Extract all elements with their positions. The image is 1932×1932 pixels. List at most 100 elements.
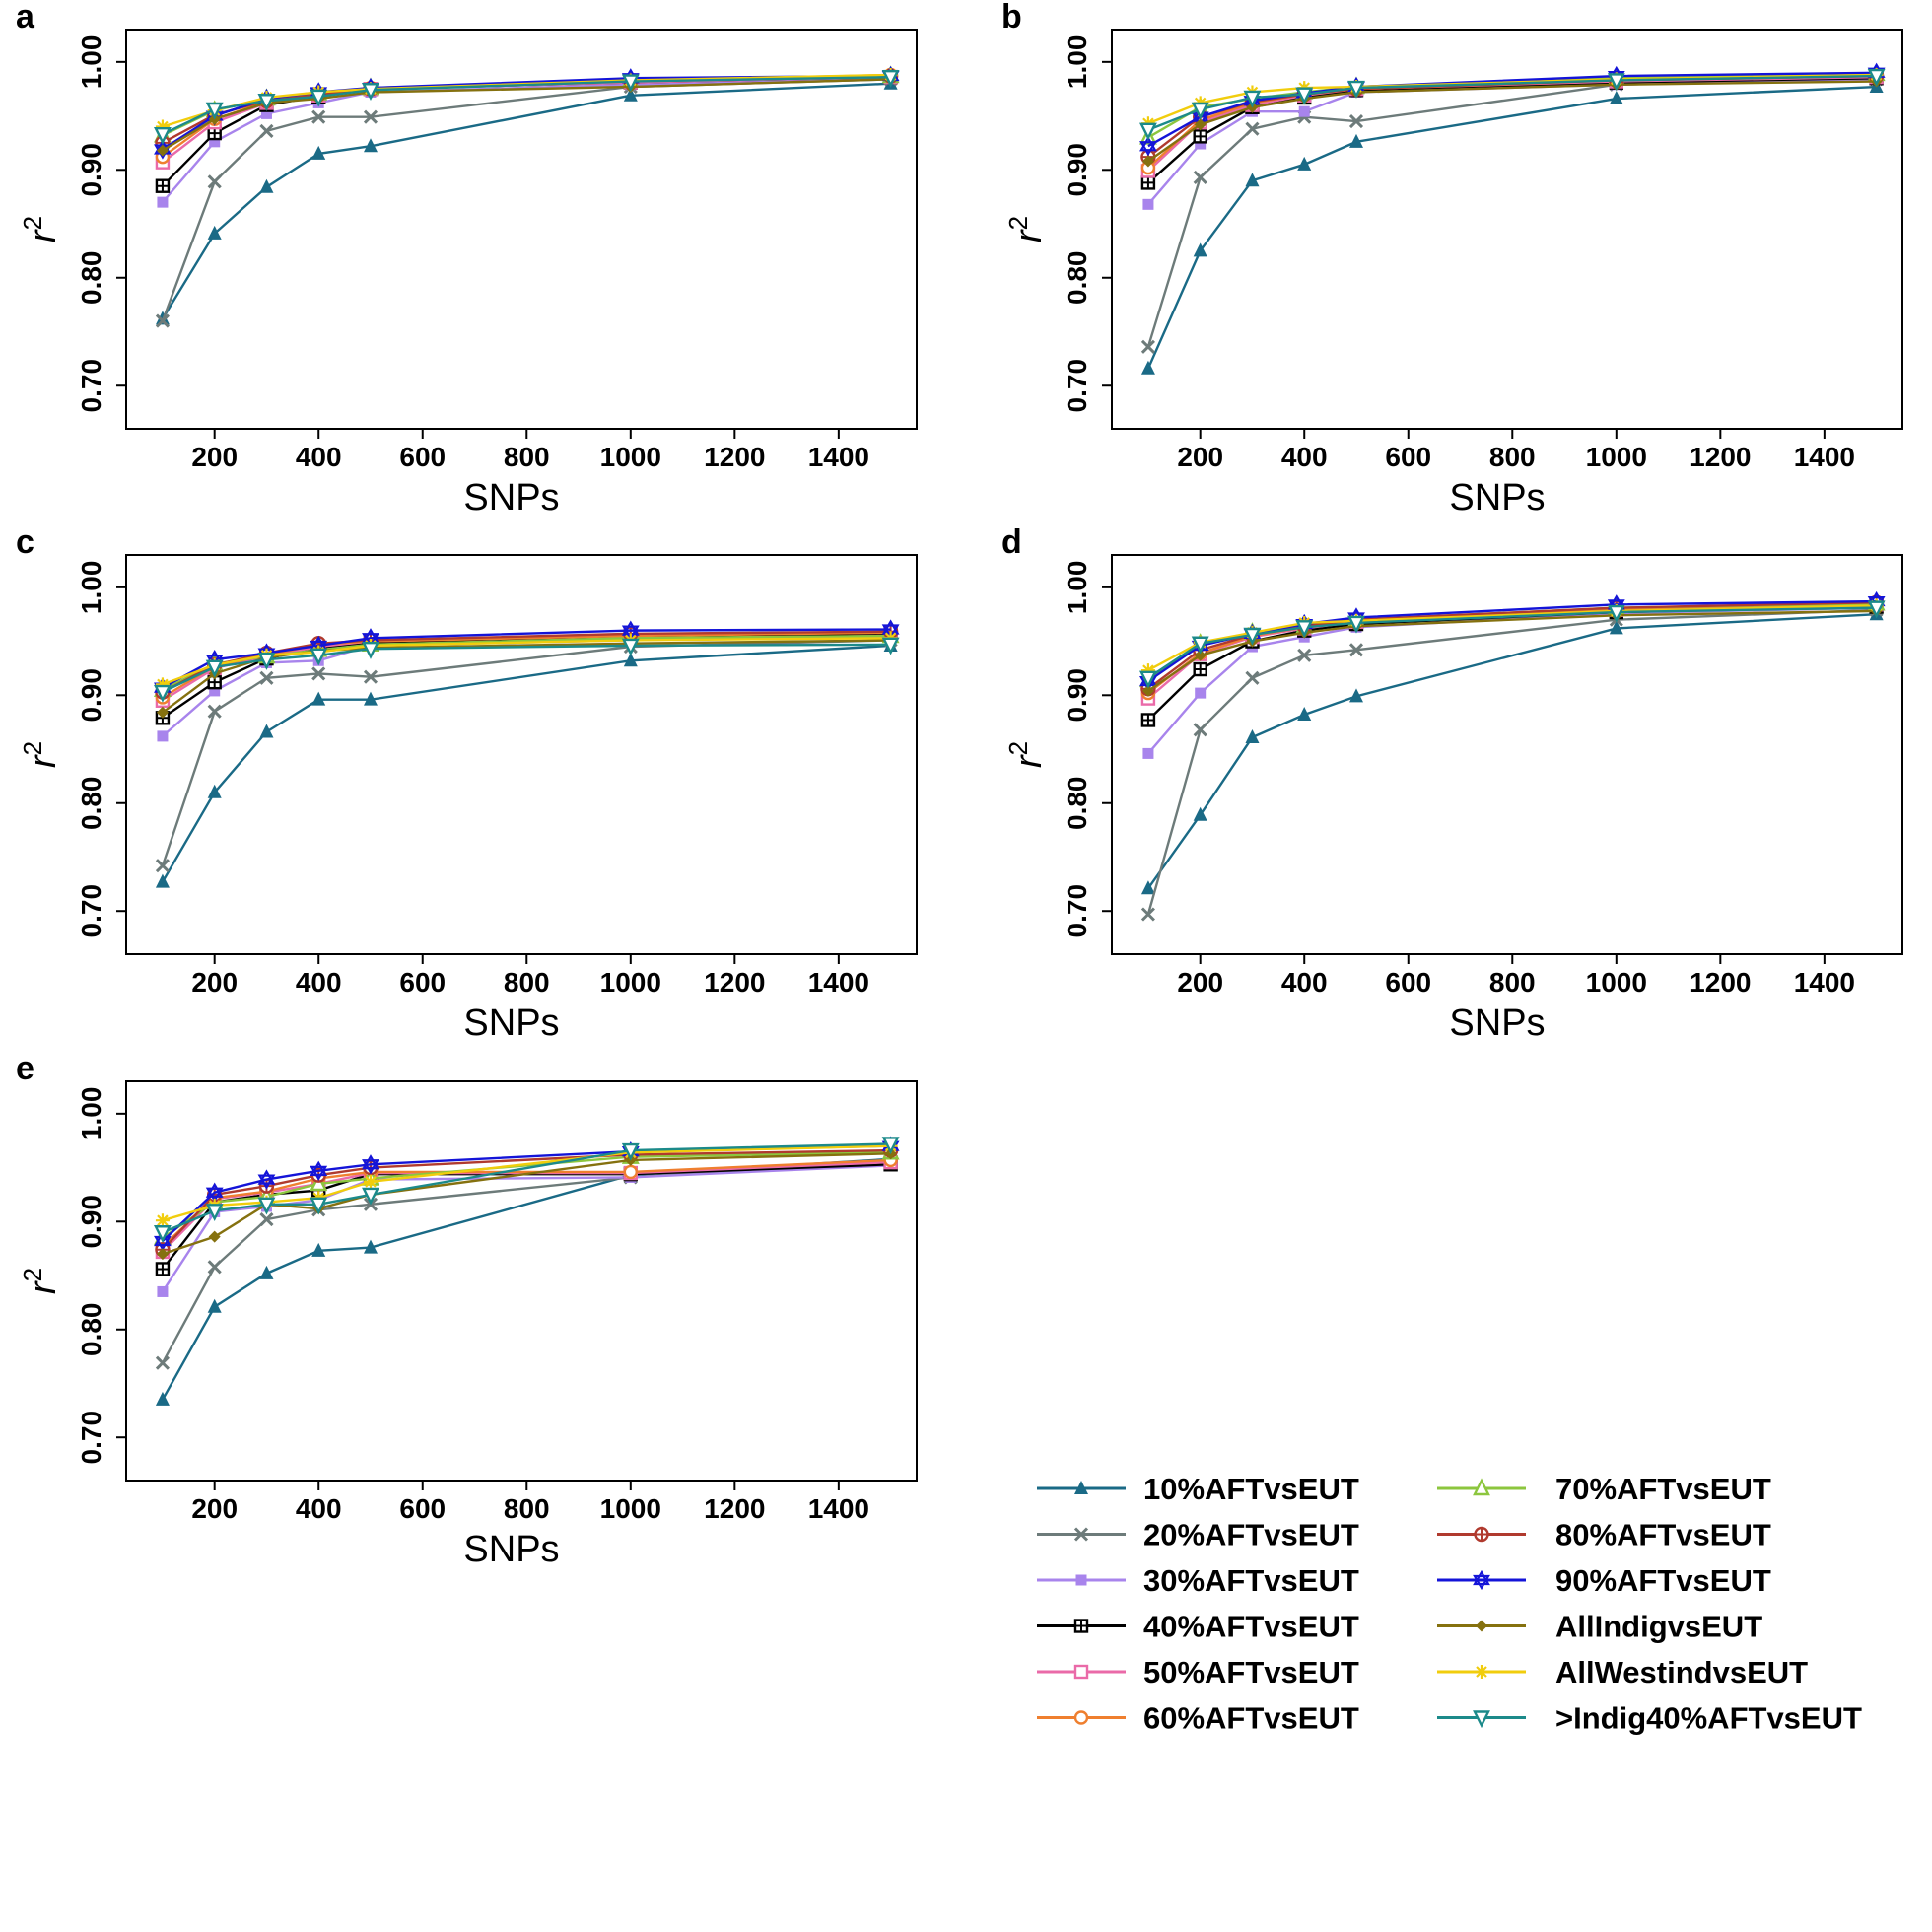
data-point-shape [155, 859, 170, 873]
x-tick-label: 1000 [1586, 442, 1647, 472]
data-point-shape [155, 1355, 170, 1370]
data-point-down [362, 633, 380, 649]
data-point [621, 638, 640, 656]
data-point [207, 174, 222, 189]
y-tick-label: 0.90 [1062, 143, 1092, 197]
data-point-shape [157, 730, 169, 742]
legend-item-indig40-aftvseut: >Indig40%AFTvsEUT [1437, 1701, 1862, 1736]
y-tick-label: 0.70 [1062, 359, 1092, 413]
data-point-shape [1297, 648, 1312, 662]
data-point [1867, 68, 1886, 87]
x-axis-title: SNPs [463, 1002, 559, 1044]
data-point-shape [310, 89, 328, 107]
data-point [1138, 122, 1157, 141]
plot-frame [125, 29, 918, 430]
data-point [362, 1187, 380, 1206]
data-point-shape [362, 83, 380, 101]
data-point-shape [1140, 339, 1155, 354]
data-point-shape [310, 1197, 328, 1215]
data-point-shape [157, 1285, 169, 1297]
data-point [1140, 907, 1155, 922]
data-point [155, 677, 170, 692]
series-10-aftvseut [1140, 79, 1884, 375]
data-point [1348, 113, 1364, 129]
data-point [621, 74, 640, 93]
data-point [1194, 649, 1207, 661]
data-point [1141, 155, 1154, 168]
panel-d: d 200 400 600 800 1000 1200 1400 0.70 0.80 0.90 1.0… [1001, 523, 1903, 1044]
data-point-shape [1348, 643, 1364, 657]
legend-marker-down [1473, 1574, 1490, 1591]
legend-marker-shape [1473, 1710, 1490, 1729]
data-point-cross [156, 179, 169, 192]
legend-label: 90%AFTvsEUT [1555, 1563, 1771, 1598]
legend-label: 10%AFTvsEUT [1143, 1472, 1359, 1506]
data-point-shape [1193, 806, 1208, 821]
data-point [153, 1225, 172, 1243]
data-point-down [205, 1187, 224, 1203]
data-point [157, 196, 169, 208]
data-point [363, 669, 379, 684]
data-point [156, 144, 169, 157]
data-point [1245, 728, 1260, 743]
legend-label: 30%AFTvsEUT [1143, 1563, 1359, 1598]
data-point [310, 1173, 328, 1192]
data-point [1139, 136, 1157, 157]
data-point-shape [207, 1298, 222, 1313]
data-point [623, 1164, 639, 1180]
data-point [1347, 80, 1365, 99]
data-point [209, 136, 221, 148]
data-point [257, 1169, 276, 1190]
data-point-shape [205, 102, 224, 120]
series-10-aftvseut [155, 75, 898, 325]
x-tick-label: 1200 [704, 442, 765, 472]
series-line [1146, 78, 1877, 348]
data-point-up [1139, 136, 1157, 152]
legend-marker-up [1473, 1569, 1490, 1586]
x-tick-label: 800 [504, 442, 550, 472]
y-tick-label: 0.90 [76, 143, 106, 197]
data-point [1298, 105, 1310, 117]
x-tick-label: 1400 [1794, 442, 1855, 472]
legend-marker-shape [1075, 1574, 1087, 1586]
data-point [1348, 643, 1364, 657]
data-point-shape [310, 1173, 328, 1192]
data-point-shape [1297, 707, 1312, 721]
y-axis-title: r2 [18, 216, 64, 242]
data-point [363, 691, 378, 706]
x-axis-title: SNPs [463, 477, 559, 518]
data-point [881, 1137, 900, 1155]
series-indig40-aftvseut [1138, 68, 1886, 141]
data-point [155, 1262, 171, 1276]
data-point [1245, 670, 1260, 685]
data-point [1295, 87, 1314, 105]
data-point [623, 87, 638, 102]
data-point [207, 1298, 222, 1313]
data-point-shape [156, 1248, 169, 1261]
panels-layer: a 200 400 600 800 1000 1200 1400 0.70 0.80 0.90 1.0… [16, 0, 1903, 1570]
data-point-shape [1142, 747, 1154, 759]
data-point [1297, 707, 1312, 721]
data-point [1243, 627, 1262, 646]
x-tick-label: 600 [1385, 967, 1431, 998]
data-point [1140, 663, 1155, 678]
legend-label: 40%AFTvsEUT [1143, 1610, 1359, 1644]
legend-label: AllWestindvsEUT [1555, 1655, 1808, 1690]
series-line [161, 644, 891, 883]
data-point [1140, 339, 1155, 354]
x-tick-label: 600 [399, 1493, 446, 1524]
data-point [1194, 118, 1207, 131]
data-point [310, 648, 328, 666]
series-indig40-aftvseut [153, 1137, 900, 1243]
x-tick-label: 1400 [808, 967, 869, 998]
data-point-shape [621, 74, 640, 93]
legend-marker [1473, 1710, 1490, 1729]
legend-marker [1473, 1569, 1490, 1591]
panel-letter: a [16, 0, 35, 35]
x-tick-label: 200 [1177, 967, 1223, 998]
legend-item-20-aftvseut: 20%AFTvsEUT [1037, 1518, 1359, 1552]
data-point [310, 1197, 328, 1215]
data-point-shape [155, 1391, 170, 1406]
data-point-shape [623, 87, 638, 102]
y-axis-title-base: r [23, 754, 64, 768]
